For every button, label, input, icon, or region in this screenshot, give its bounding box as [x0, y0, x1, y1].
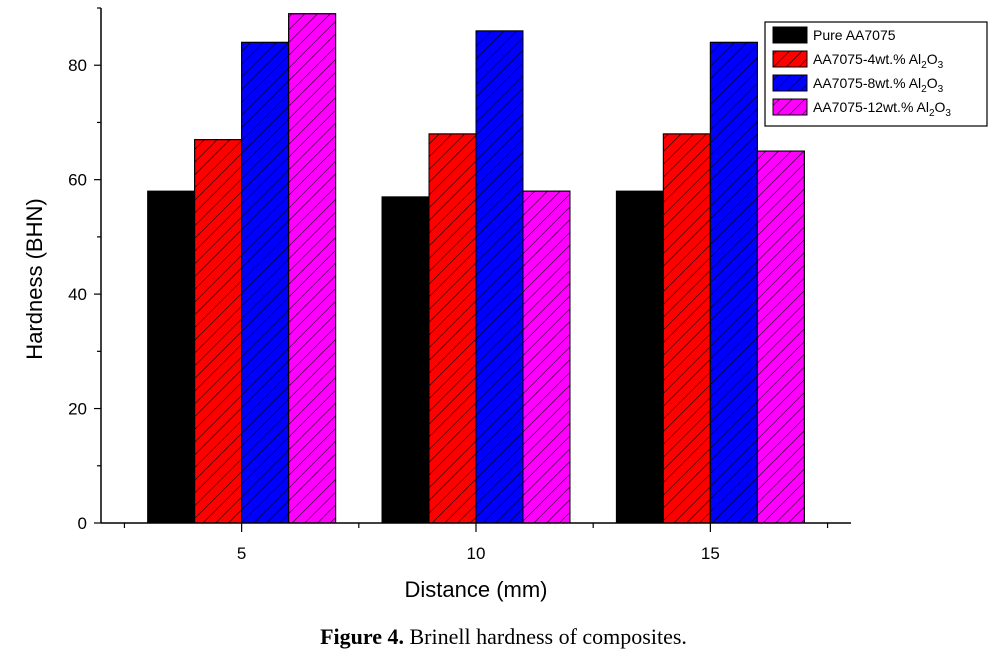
bar-series-1-cat-10: [381, 196, 430, 524]
x-tick-label: 10: [467, 544, 486, 563]
axes-layer: 0 20 40 60 80 5 10 15: [68, 7, 851, 563]
figure-caption-label: Figure 4.: [320, 624, 404, 649]
y-tick-label: 40: [68, 285, 87, 304]
bar-hatch-series-3-cat-5: [241, 41, 290, 524]
y-tick-label: 20: [68, 400, 87, 419]
legend-label-2: AA7075-4wt.% Al2O3: [813, 51, 944, 71]
y-tick-label: 60: [68, 171, 87, 190]
legend-swatch-hatch-3: [772, 74, 808, 92]
bar-hatch-series-2-cat-5: [194, 139, 243, 524]
figure-caption: Figure 4. Brinell hardness of composites…: [0, 624, 1007, 650]
x-tick-label: 5: [237, 544, 246, 563]
legend-swatch-1: [772, 26, 808, 44]
legend-label-1: Pure AA7075: [813, 27, 896, 43]
legend-swatch-hatch-2: [772, 50, 808, 68]
hardness-bar-chart: 0 20 40 60 80 5 10 15 Pure AA7075 AA7075-4wt.% A…: [22, 7, 988, 602]
bar-series-1-cat-15: [615, 190, 664, 524]
bar-hatch-series-3-cat-15: [709, 41, 758, 524]
figure-caption-text: Brinell hardness of composites.: [409, 624, 687, 649]
y-tick-label: 80: [68, 56, 87, 75]
bar-series-1-cat-5: [147, 190, 196, 524]
x-tick-label: 15: [701, 544, 720, 563]
bar-hatch-series-4-cat-10: [522, 190, 571, 524]
y-tick-label: 0: [78, 514, 87, 533]
bar-hatch-series-2-cat-10: [428, 133, 477, 524]
y-axis-title: Hardness (BHN): [22, 198, 47, 359]
bar-hatch-series-2-cat-15: [662, 133, 711, 524]
bars-layer: [147, 13, 805, 524]
legend-swatch-hatch-4: [772, 98, 808, 116]
legend-label-3: AA7075-8wt.% Al2O3: [813, 75, 944, 95]
bar-hatch-series-4-cat-15: [756, 150, 805, 524]
bar-hatch-series-3-cat-10: [475, 30, 524, 524]
x-axis-title: Distance (mm): [404, 577, 547, 602]
legend-label-4: AA7075-12wt.% Al2O3: [813, 99, 951, 119]
bar-hatch-series-4-cat-5: [288, 13, 337, 524]
legend: Pure AA7075 AA7075-4wt.% Al2O3 AA7075-8wt.…: [764, 21, 988, 127]
